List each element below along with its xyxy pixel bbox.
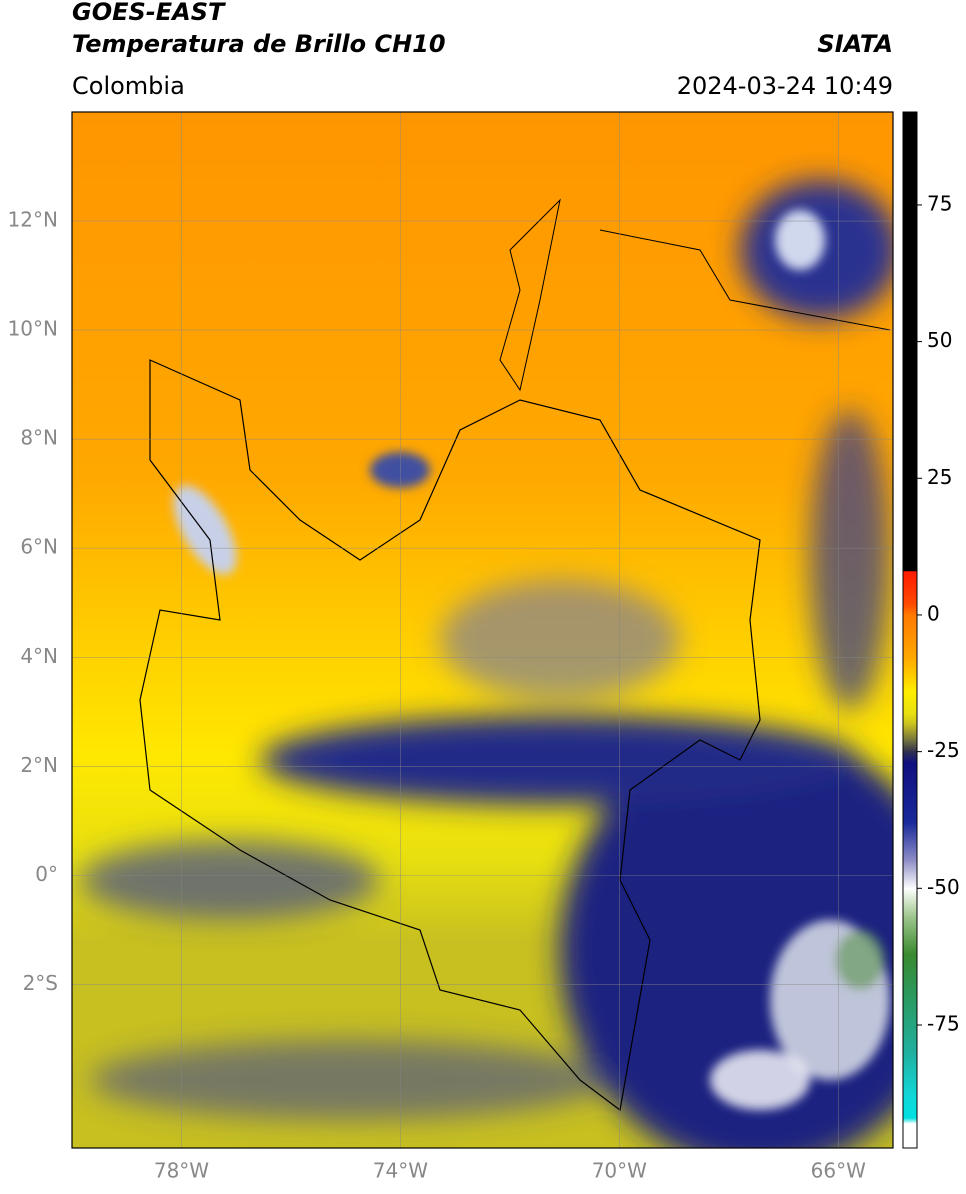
colorbar-segment — [903, 614, 917, 660]
colorbar-tick-label: 50 — [927, 328, 952, 352]
lat-tick-label: 10°N — [8, 317, 58, 341]
colorbar-segment — [903, 740, 917, 753]
colorbar-segment — [903, 860, 917, 889]
colorbar-segment — [903, 751, 917, 764]
region: Colombia — [72, 72, 185, 100]
title-line2: Temperatura de Brillo CH10 — [72, 30, 446, 58]
coastline — [499, 198, 891, 392]
colorbar-segment — [903, 822, 917, 862]
colorbar-segment — [903, 658, 917, 693]
lat-tick-label: 12°N — [8, 208, 58, 232]
lat-tick-label: 2°N — [20, 753, 58, 777]
lon-tick-label: 70°W — [592, 1159, 647, 1183]
colorbar-segment — [903, 604, 917, 616]
lat-tick-label: 0° — [35, 862, 58, 886]
colorbar-tick-label: 25 — [927, 465, 952, 489]
datetime: 2024-03-24 10:49 — [677, 72, 893, 100]
lat-tick-label: 6°N — [20, 535, 58, 559]
colorbar-tick-label: 0 — [927, 601, 940, 625]
lon-tick-label: 74°W — [373, 1159, 428, 1183]
colorbar-segment — [903, 762, 917, 824]
colorbar-segment — [903, 1117, 917, 1124]
cloud-tops — [173, 210, 890, 1110]
colorbar-segment — [903, 112, 917, 572]
colorbar-segment — [903, 888, 917, 917]
colorbar-segment — [903, 953, 917, 999]
colorbar-tick-label: -50 — [927, 875, 960, 899]
colorbar-segment — [903, 1052, 917, 1097]
colorbar-segment — [903, 1123, 917, 1149]
colorbar-tick-label: -75 — [927, 1011, 960, 1035]
title-line1: GOES-EAST — [72, 0, 226, 26]
map-frame — [71, 111, 894, 1149]
graticule — [72, 112, 893, 1148]
lat-tick-label: 2°S — [23, 971, 58, 995]
country-border — [139, 359, 761, 1112]
colorbar-segment — [903, 571, 917, 605]
lon-tick-label: 78°W — [154, 1159, 209, 1183]
colorbar-segment — [903, 997, 917, 1053]
source: SIATA — [817, 30, 893, 58]
colorbar-segment — [903, 915, 917, 955]
satellite-image — [72, 112, 893, 1148]
lon-tick-label: 66°W — [811, 1159, 866, 1183]
colorbar: 75 50 25 0 -25 -50 -75 — [902, 111, 960, 1149]
colorbar-segment — [903, 713, 917, 725]
colorbar-segment — [903, 724, 917, 742]
colorbar-frame — [902, 111, 918, 1149]
lat-tick-label: 4°N — [20, 644, 58, 668]
colorbar-tick-label: 75 — [927, 191, 952, 215]
lat-tick-label: 8°N — [20, 426, 58, 450]
colorbar-tick-label: -25 — [927, 738, 960, 762]
colorbar-segment — [903, 1096, 917, 1119]
colorbar-segment — [903, 691, 917, 714]
